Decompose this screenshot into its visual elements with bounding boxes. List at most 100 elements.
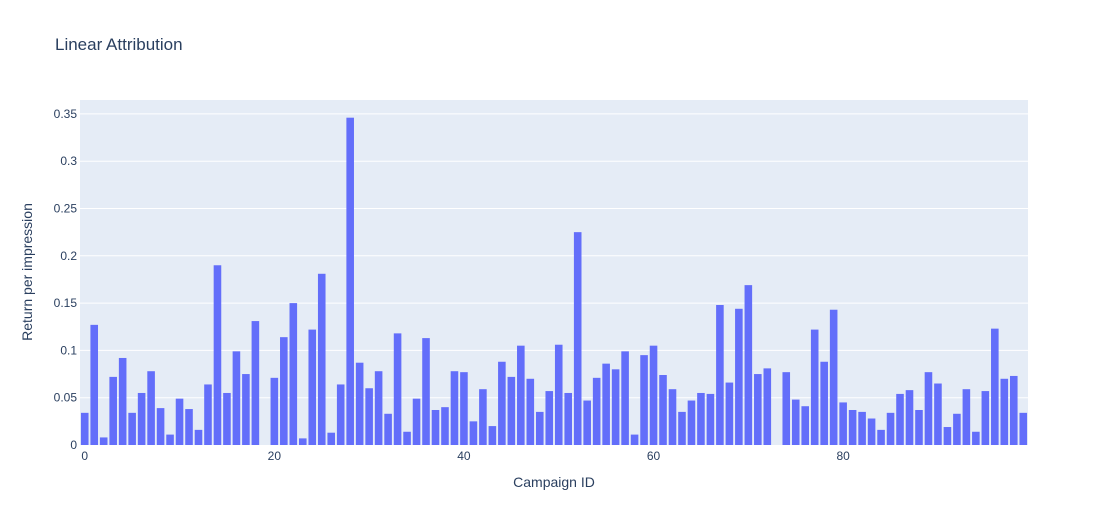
- bar[interactable]: [355, 362, 364, 445]
- bar[interactable]: [90, 324, 99, 445]
- bar[interactable]: [403, 431, 411, 445]
- bar[interactable]: [858, 411, 866, 445]
- bar[interactable]: [204, 384, 212, 445]
- bar[interactable]: [659, 374, 667, 445]
- bar[interactable]: [308, 329, 317, 445]
- bar[interactable]: [99, 437, 108, 445]
- bar[interactable]: [384, 413, 392, 445]
- bar[interactable]: [877, 429, 885, 445]
- bar[interactable]: [393, 333, 402, 445]
- bar[interactable]: [431, 409, 440, 445]
- bar[interactable]: [583, 400, 591, 445]
- bar[interactable]: [848, 409, 857, 445]
- bar[interactable]: [630, 434, 639, 445]
- bar[interactable]: [981, 391, 990, 445]
- bar[interactable]: [166, 434, 174, 445]
- bar[interactable]: [498, 361, 506, 445]
- bar[interactable]: [905, 390, 914, 445]
- bar[interactable]: [640, 355, 648, 445]
- bar[interactable]: [479, 389, 487, 445]
- bar[interactable]: [725, 382, 734, 445]
- bar[interactable]: [810, 329, 819, 445]
- bar[interactable]: [829, 309, 838, 445]
- bar[interactable]: [289, 303, 298, 445]
- bar[interactable]: [412, 398, 421, 445]
- bar[interactable]: [763, 368, 772, 445]
- bar[interactable]: [298, 438, 307, 445]
- bar[interactable]: [175, 398, 184, 445]
- bar[interactable]: [962, 389, 971, 445]
- bar[interactable]: [1019, 412, 1028, 445]
- bar[interactable]: [668, 389, 677, 445]
- bar[interactable]: [602, 363, 610, 445]
- bar[interactable]: [924, 372, 933, 445]
- bar[interactable]: [507, 376, 516, 445]
- bar[interactable]: [697, 392, 705, 445]
- bar[interactable]: [735, 308, 743, 445]
- bar[interactable]: [374, 371, 383, 445]
- bar[interactable]: [716, 304, 724, 445]
- bar[interactable]: [185, 409, 193, 445]
- bar[interactable]: [194, 429, 203, 445]
- bar[interactable]: [365, 388, 373, 445]
- bar[interactable]: [137, 392, 146, 445]
- bar[interactable]: [839, 402, 847, 445]
- bar[interactable]: [156, 408, 165, 445]
- y-tick-label: 0.1: [60, 343, 77, 357]
- bar[interactable]: [460, 372, 468, 445]
- bar[interactable]: [687, 400, 696, 445]
- bar[interactable]: [867, 418, 876, 445]
- bar[interactable]: [488, 426, 497, 445]
- bar[interactable]: [554, 344, 563, 445]
- bar[interactable]: [469, 421, 478, 445]
- bar[interactable]: [934, 383, 942, 445]
- bar[interactable]: [80, 412, 89, 445]
- bar[interactable]: [820, 361, 828, 445]
- bar[interactable]: [251, 321, 260, 445]
- bar[interactable]: [535, 411, 544, 445]
- bar[interactable]: [118, 357, 127, 445]
- bar[interactable]: [782, 372, 791, 445]
- bar[interactable]: [678, 411, 686, 445]
- bar[interactable]: [1009, 375, 1018, 445]
- bar[interactable]: [517, 345, 525, 445]
- bar[interactable]: [943, 427, 952, 445]
- bar[interactable]: [649, 345, 658, 445]
- bar[interactable]: [915, 409, 923, 445]
- bar[interactable]: [592, 377, 601, 445]
- bar[interactable]: [450, 371, 459, 445]
- bar[interactable]: [270, 377, 279, 445]
- bar[interactable]: [213, 265, 222, 445]
- bar[interactable]: [128, 412, 136, 445]
- bar[interactable]: [232, 351, 241, 445]
- bar[interactable]: [280, 337, 288, 445]
- bar[interactable]: [573, 232, 582, 445]
- bar[interactable]: [972, 431, 980, 445]
- bar[interactable]: [564, 392, 573, 445]
- bar[interactable]: [621, 351, 629, 445]
- bar[interactable]: [953, 413, 961, 445]
- bar[interactable]: [744, 285, 753, 445]
- bar[interactable]: [545, 391, 554, 445]
- bar[interactable]: [791, 399, 800, 445]
- bar[interactable]: [223, 392, 231, 445]
- bar[interactable]: [706, 393, 715, 445]
- bar[interactable]: [886, 412, 895, 445]
- bar[interactable]: [611, 369, 620, 445]
- bar[interactable]: [242, 374, 250, 445]
- bar[interactable]: [336, 384, 345, 445]
- bar[interactable]: [422, 338, 430, 445]
- bar[interactable]: [896, 393, 904, 445]
- bar[interactable]: [147, 371, 155, 445]
- bar[interactable]: [109, 376, 117, 445]
- bar[interactable]: [346, 117, 354, 445]
- bar[interactable]: [991, 328, 999, 445]
- y-axis-ticks: 0 0.05 0.1 0.15 0.2 0.25 0.3 0.35: [54, 107, 78, 452]
- bar[interactable]: [801, 406, 810, 445]
- bar[interactable]: [526, 378, 535, 445]
- bar[interactable]: [327, 432, 336, 445]
- bar[interactable]: [1000, 378, 1009, 445]
- bar[interactable]: [754, 374, 762, 445]
- bar[interactable]: [441, 407, 449, 445]
- bar[interactable]: [317, 273, 326, 445]
